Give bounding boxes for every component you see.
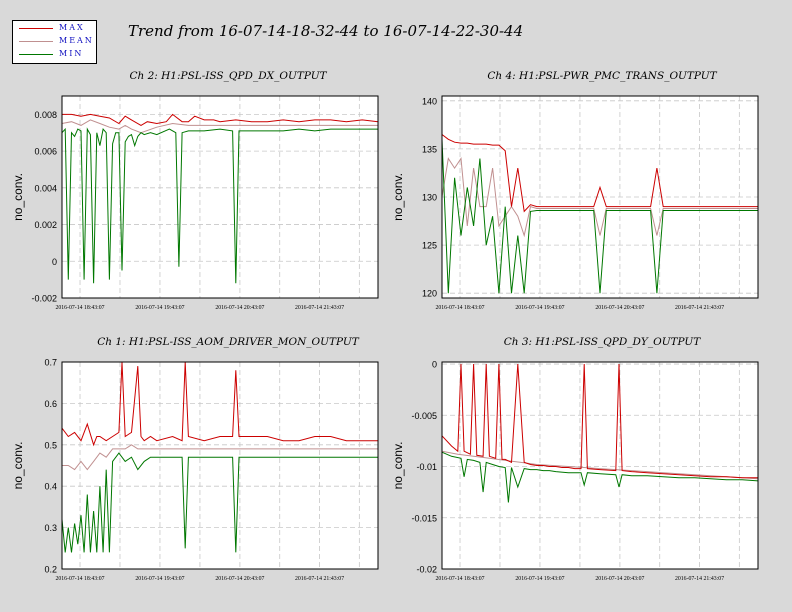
series-line-mean bbox=[441, 450, 759, 480]
legend-label-max: MAX bbox=[59, 23, 85, 32]
y-tick-label: 0.008 bbox=[34, 110, 57, 120]
series-line-min bbox=[441, 139, 758, 294]
y-tick-label: -0.002 bbox=[31, 294, 57, 304]
plot-frame bbox=[61, 95, 379, 299]
y-axis-label: no_conv. bbox=[11, 442, 25, 490]
x-tick-label: 2016-07-14 19:43:07 bbox=[515, 576, 564, 582]
y-axis-label: no_conv. bbox=[391, 173, 405, 221]
page-title: Trend from 16-07-14-18-32-44 to 16-07-14… bbox=[128, 22, 524, 40]
y-tick-label: 0.3 bbox=[44, 523, 57, 533]
x-tick-label: 2016-07-14 21:43:07 bbox=[295, 305, 344, 311]
y-tick-label: 135 bbox=[422, 144, 437, 154]
series-line-max bbox=[441, 134, 758, 213]
y-tick-label: 0.006 bbox=[34, 147, 57, 157]
plot-area bbox=[62, 362, 378, 569]
y-tick-label: -0.015 bbox=[411, 513, 437, 523]
plot-frame bbox=[61, 361, 379, 570]
plot-frame bbox=[441, 95, 759, 299]
y-tick-label: -0.02 bbox=[416, 565, 437, 575]
y-tick-label: -0.005 bbox=[411, 411, 437, 421]
y-tick-label: 0 bbox=[52, 257, 57, 267]
legend-label-min: MIN bbox=[59, 49, 84, 58]
chart-title: Ch 1: H1:PSL-ISS_AOM_DRIVER_MON_OUTPUT bbox=[97, 336, 359, 348]
series-line-max bbox=[61, 361, 378, 447]
chart-title: Ch 3: H1:PSL-ISS_QPD_DY_OUTPUT bbox=[504, 336, 702, 348]
y-tick-label: 0.002 bbox=[34, 220, 57, 230]
legend-swatch-mean bbox=[19, 41, 53, 42]
y-tick-label: 0.6 bbox=[44, 399, 57, 409]
legend: MAX MEAN MIN bbox=[12, 20, 97, 64]
x-tick-label: 2016-07-14 20:43:07 bbox=[215, 576, 264, 582]
series-line-min bbox=[441, 451, 759, 503]
y-tick-label: 0.004 bbox=[34, 183, 57, 193]
series-line-max bbox=[62, 113, 379, 126]
plot-area bbox=[442, 362, 758, 569]
x-tick-label: 2016-07-14 19:43:07 bbox=[515, 305, 564, 311]
series-line-mean bbox=[61, 119, 378, 134]
x-tick-label: 2016-07-14 21:43:07 bbox=[675, 305, 724, 311]
series-line-min bbox=[61, 452, 378, 553]
series-line-mean bbox=[441, 157, 758, 238]
chart-title: Ch 2: H1:PSL-ISS_QPD_DX_OUTPUT bbox=[129, 70, 327, 82]
y-tick-label: 140 bbox=[422, 96, 437, 106]
y-tick-label: -0.01 bbox=[416, 462, 437, 472]
y-tick-label: 0.2 bbox=[44, 565, 57, 575]
x-tick-label: 2016-07-14 20:43:07 bbox=[595, 305, 644, 311]
legend-swatch-max bbox=[19, 28, 53, 29]
x-tick-label: 2016-07-14 18:43:07 bbox=[435, 576, 484, 582]
chart-panel-2: 140 135 130 125 120 2016-07-14 18:43:07 2016-0… bbox=[391, 70, 759, 311]
y-tick-label: 0 bbox=[432, 360, 437, 370]
legend-label-mean: MEAN bbox=[59, 36, 94, 45]
x-tick-label: 2016-07-14 18:43:07 bbox=[435, 305, 484, 311]
x-tick-label: 2016-07-14 21:43:07 bbox=[295, 576, 344, 582]
plot-frame bbox=[441, 361, 759, 570]
x-tick-label: 2016-07-14 20:43:07 bbox=[595, 576, 644, 582]
x-tick-label: 2016-07-14 19:43:07 bbox=[135, 305, 184, 311]
x-tick-label: 2016-07-14 21:43:07 bbox=[675, 576, 724, 582]
series-line-mean bbox=[62, 444, 378, 471]
y-tick-label: 0.4 bbox=[44, 482, 57, 492]
y-tick-label: 0.7 bbox=[44, 358, 57, 368]
y-axis-label: no_conv. bbox=[391, 442, 405, 490]
x-tick-label: 2016-07-14 20:43:07 bbox=[215, 305, 264, 311]
y-axis-label: no_conv. bbox=[11, 173, 25, 221]
series-line-min bbox=[61, 127, 378, 284]
x-tick-label: 2016-07-14 18:43:07 bbox=[55, 576, 104, 582]
y-tick-label: 120 bbox=[422, 289, 437, 299]
series-line-max bbox=[441, 363, 758, 479]
x-tick-label: 2016-07-14 19:43:07 bbox=[135, 576, 184, 582]
legend-item-min: MIN bbox=[13, 48, 96, 61]
legend-item-mean: MEAN bbox=[13, 35, 96, 48]
x-tick-label: 2016-07-14 18:43:07 bbox=[55, 305, 104, 311]
chart-title: Ch 4: H1:PSL-PWR_PMC_TRANS_OUTPUT bbox=[487, 70, 717, 82]
legend-item-max: MAX bbox=[13, 22, 96, 35]
y-tick-label: 130 bbox=[422, 193, 437, 203]
y-tick-label: 0.5 bbox=[44, 440, 57, 450]
y-tick-label: 125 bbox=[422, 241, 437, 251]
legend-swatch-min bbox=[19, 54, 53, 55]
